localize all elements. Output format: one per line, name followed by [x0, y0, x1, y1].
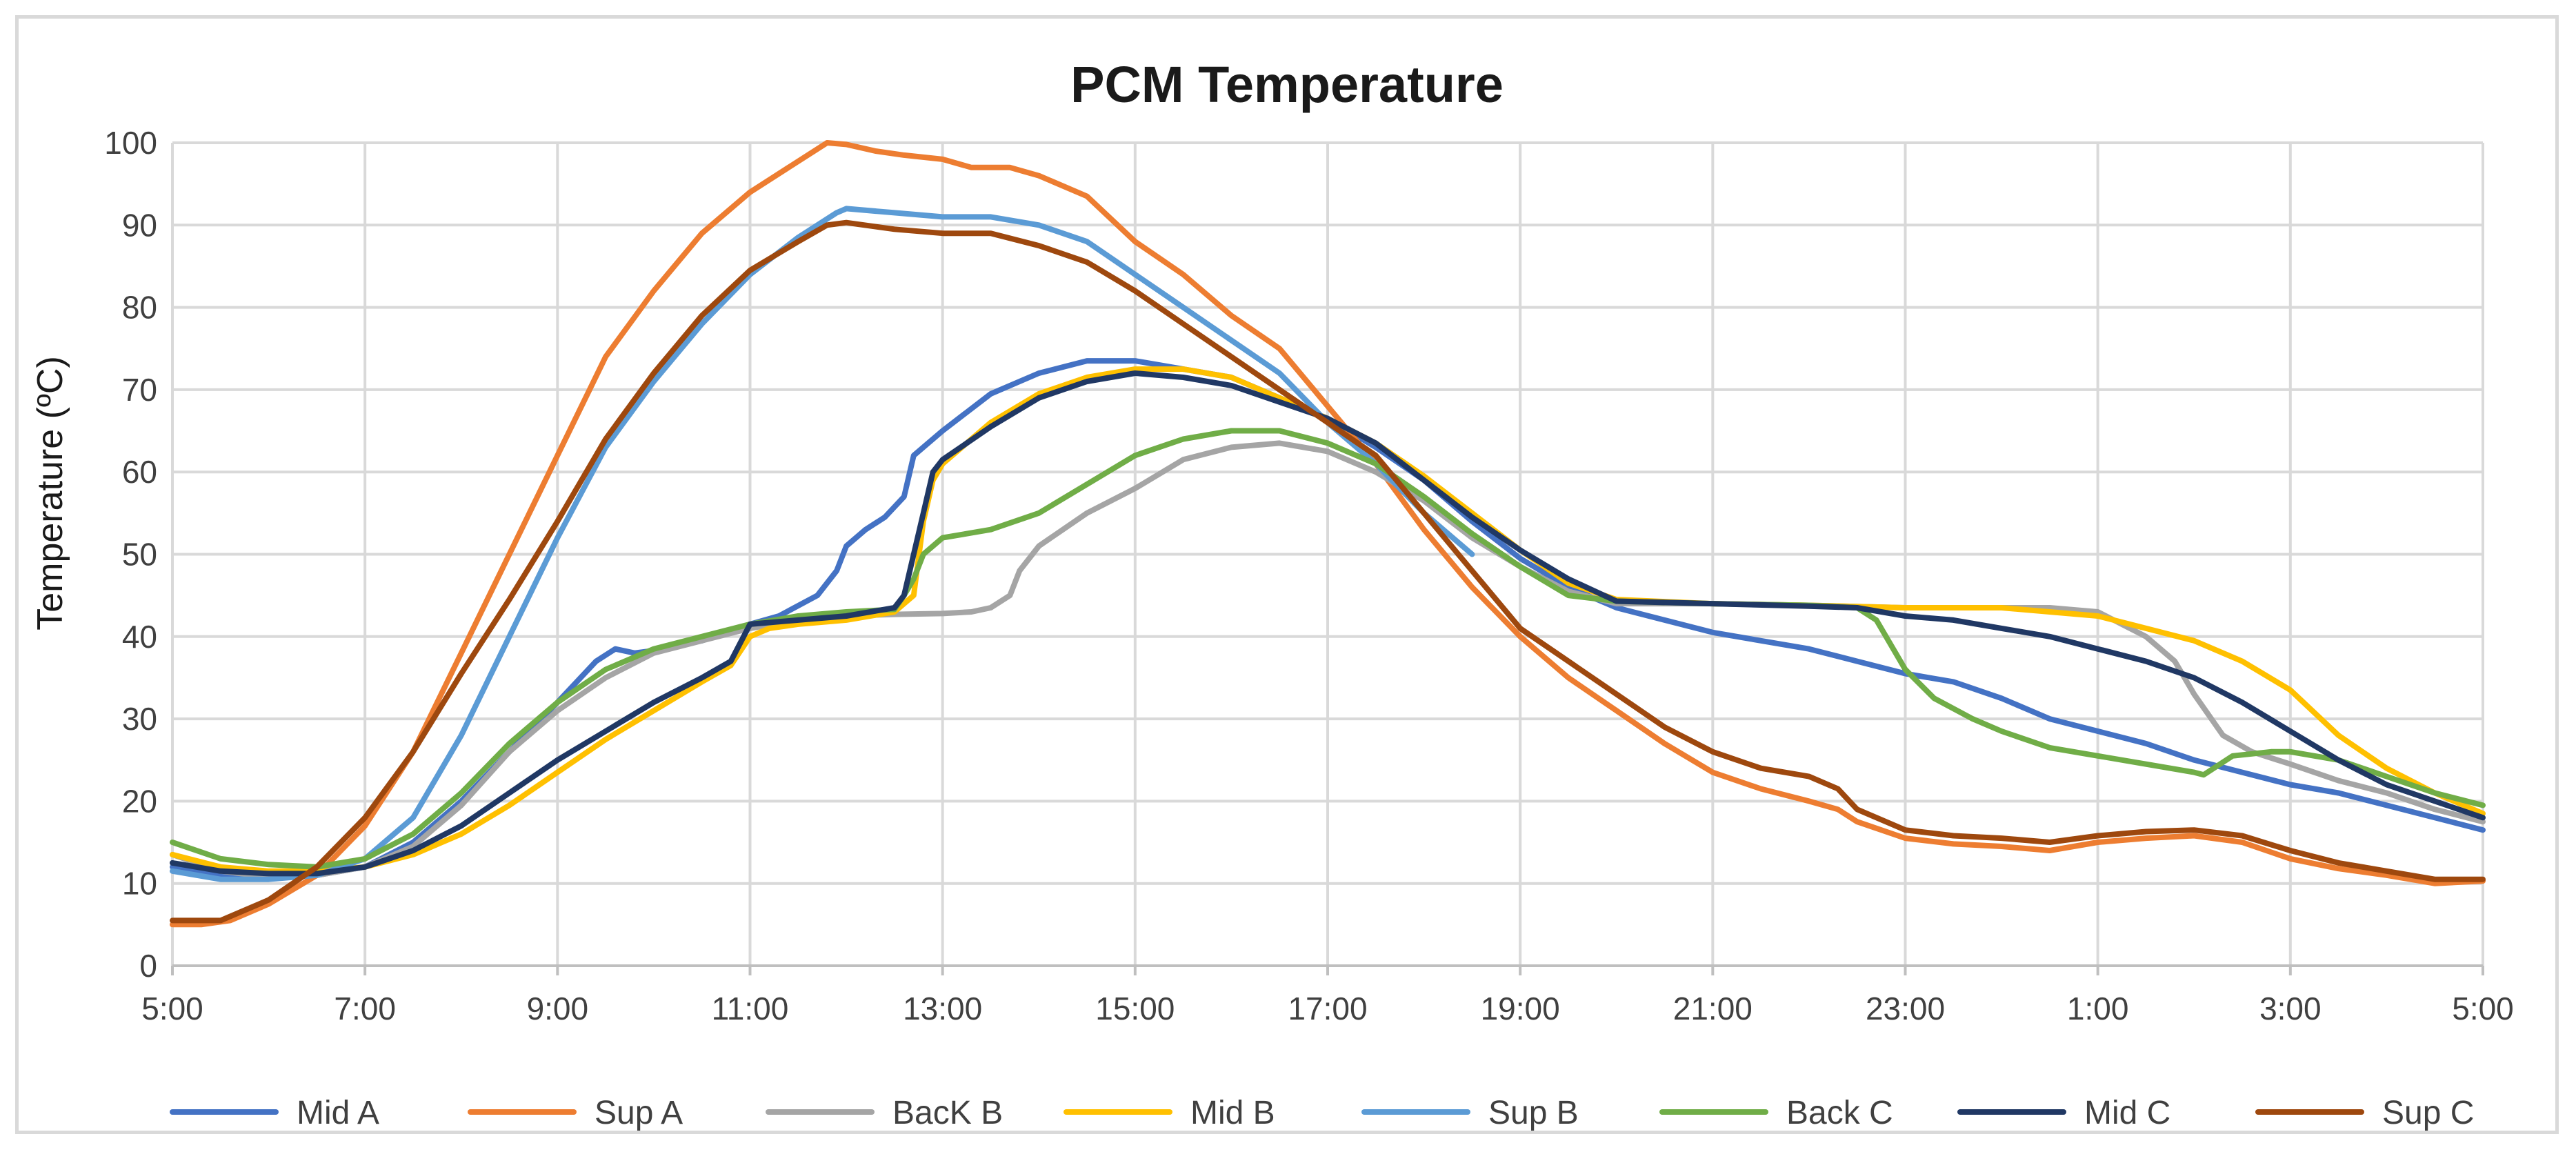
x-tick-label: 1:00: [2067, 991, 2129, 1026]
legend-label: BacK B: [892, 1095, 1003, 1131]
legend-label: Mid A: [297, 1095, 379, 1131]
series-line-back-c: [170, 428, 2486, 870]
legend-label: Back C: [1786, 1095, 1893, 1131]
series-lines: [170, 140, 2486, 928]
x-tick-label: 5:00: [2452, 991, 2514, 1026]
series-line-back-b: [170, 440, 2486, 880]
y-tick-label: 90: [122, 207, 157, 243]
y-tick-label: 70: [122, 372, 157, 408]
chart-title: PCM Temperature: [1070, 56, 1504, 113]
x-tick-label: 21:00: [1673, 991, 1753, 1026]
x-tick-label: 19:00: [1481, 991, 1560, 1026]
y-tick-label: 80: [122, 290, 157, 326]
x-tick-label: 23:00: [1866, 991, 1945, 1026]
x-tick-label: 15:00: [1095, 991, 1175, 1026]
y-tick-labels: 0 10 20 30 40 50 60 70 80 90 100: [104, 125, 157, 984]
y-tick-label: 100: [104, 125, 157, 161]
y-tick-label: 20: [122, 783, 157, 819]
x-tick-label: 9:00: [527, 991, 589, 1026]
series-line-sup-b: [170, 206, 1475, 882]
y-tick-label: 50: [122, 537, 157, 573]
grid: [171, 141, 2484, 975]
y-tick-label: 10: [122, 866, 157, 902]
y-tick-label: 60: [122, 454, 157, 490]
legend: Mid A Sup A BacK B Mid B Sup B Back C Mid C Sup…: [170, 1095, 2474, 1131]
x-tick-labels: 5:00 7:00 9:00 11:00 13:00 15:00 17:00 19:00 21:…: [141, 991, 2514, 1026]
chart-frame: [15, 15, 2559, 1134]
legend-label: Mid B: [1190, 1095, 1275, 1131]
x-tick-label: 11:00: [712, 991, 789, 1026]
y-tick-label: 40: [122, 619, 157, 655]
series-line-sup-a: [170, 140, 2486, 928]
series-line-mid-b: [170, 366, 2486, 874]
legend-label: Mid C: [2084, 1095, 2170, 1131]
y-axis-label: Temperature (ºC): [30, 356, 70, 630]
series-line-sup-c: [170, 219, 2486, 924]
y-tick-label: 30: [122, 701, 157, 737]
x-tick-label: 3:00: [2259, 991, 2322, 1026]
x-tick-label: 7:00: [334, 991, 396, 1026]
legend-label: Sup A: [595, 1095, 683, 1131]
legend-label: Sup C: [2382, 1095, 2474, 1131]
x-tick-label: 13:00: [903, 991, 982, 1026]
x-tick-label: 5:00: [141, 991, 203, 1026]
series-line-mid-c: [170, 370, 2486, 877]
legend-label: Sup B: [1488, 1095, 1579, 1131]
series-line-mid-a: [170, 358, 2486, 880]
x-tick-label: 17:00: [1288, 991, 1367, 1026]
y-tick-label: 0: [139, 948, 157, 984]
